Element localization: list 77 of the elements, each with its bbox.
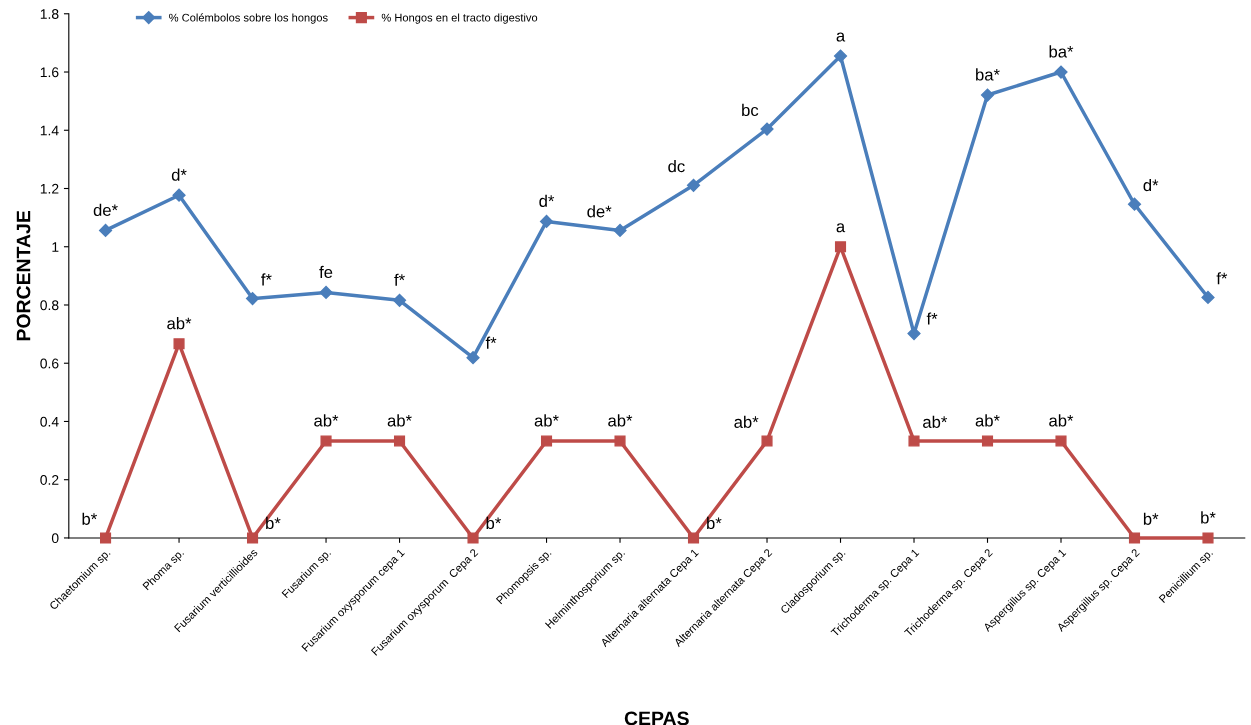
annotation: f* <box>394 273 405 286</box>
y-tick-label: 0.2 <box>40 475 59 485</box>
point <box>319 285 333 300</box>
y-tick-label: 1.6 <box>40 67 59 78</box>
y-tick-label: 1.4 <box>40 125 59 136</box>
y-tick-label: 0 <box>51 533 59 544</box>
point <box>1127 197 1142 211</box>
annotation: b* <box>1201 511 1216 524</box>
y-tick-label: 1.8 <box>40 9 59 19</box>
point <box>392 293 407 307</box>
annotation: f* <box>926 312 938 325</box>
point <box>687 532 700 544</box>
y-tick-label: 1.2 <box>40 183 59 194</box>
y-axis-title: PORCENTAJE <box>16 210 31 341</box>
annotation: a <box>836 223 846 233</box>
annotation: d* <box>171 168 187 181</box>
annotation: f* <box>1216 272 1228 285</box>
annotation: ab* <box>608 414 633 427</box>
point <box>686 178 701 192</box>
annotation: b* <box>1143 512 1159 525</box>
annotation: ab* <box>734 415 759 428</box>
y-tick-label: 1 <box>52 242 59 252</box>
annotation: fe <box>319 265 333 279</box>
annotation: b* <box>707 516 722 530</box>
point <box>466 351 480 365</box>
point <box>246 532 259 544</box>
point <box>320 435 332 447</box>
annotation: ba* <box>1049 45 1074 58</box>
annotation: b* <box>266 516 281 530</box>
annotation: f* <box>261 273 272 286</box>
point <box>173 338 185 350</box>
point <box>172 188 186 202</box>
point <box>540 435 553 447</box>
point <box>833 49 848 63</box>
point <box>1128 532 1141 544</box>
point <box>99 532 112 544</box>
annotation: b* <box>82 512 97 525</box>
annotation: a <box>836 32 846 42</box>
point <box>834 241 847 253</box>
point <box>908 435 920 447</box>
point <box>761 435 773 447</box>
annotation: ab* <box>314 414 339 427</box>
annotation: ab* <box>534 414 559 427</box>
legend-label: % Colémbolos sobre los hongos <box>169 13 328 24</box>
point <box>245 291 260 306</box>
annotation: dc <box>668 160 685 173</box>
y-tick-label: 0.8 <box>40 300 59 311</box>
annotation: d* <box>1143 178 1159 192</box>
annotation: f* <box>485 336 497 349</box>
legend-label: % Hongos en el tracto digestivo <box>381 13 538 24</box>
point <box>980 88 995 102</box>
annotation: ab* <box>923 415 948 428</box>
annotation: ab* <box>975 414 1000 427</box>
point <box>1055 435 1067 447</box>
point <box>393 435 406 447</box>
point <box>981 435 994 447</box>
annotation: bc <box>742 103 759 117</box>
x-axis-title: CEPAS <box>624 711 689 725</box>
point <box>539 214 554 228</box>
point <box>614 435 626 447</box>
annotation: ab* <box>167 317 192 330</box>
annotation: ab* <box>387 414 412 427</box>
annotation: de* <box>587 205 612 218</box>
point <box>1201 290 1215 305</box>
point <box>1202 532 1214 544</box>
point <box>760 122 774 136</box>
annotation: ba* <box>976 68 1000 81</box>
y-tick-label: 0.6 <box>40 358 59 369</box>
point <box>98 223 113 238</box>
point <box>467 532 479 544</box>
annotation: de* <box>93 203 118 217</box>
point <box>1054 65 1068 79</box>
y-tick-label: 0.4 <box>40 416 59 427</box>
annotation: b* <box>486 516 502 530</box>
annotation: d* <box>539 194 555 207</box>
annotation: ab* <box>1049 414 1074 427</box>
point <box>613 223 627 238</box>
